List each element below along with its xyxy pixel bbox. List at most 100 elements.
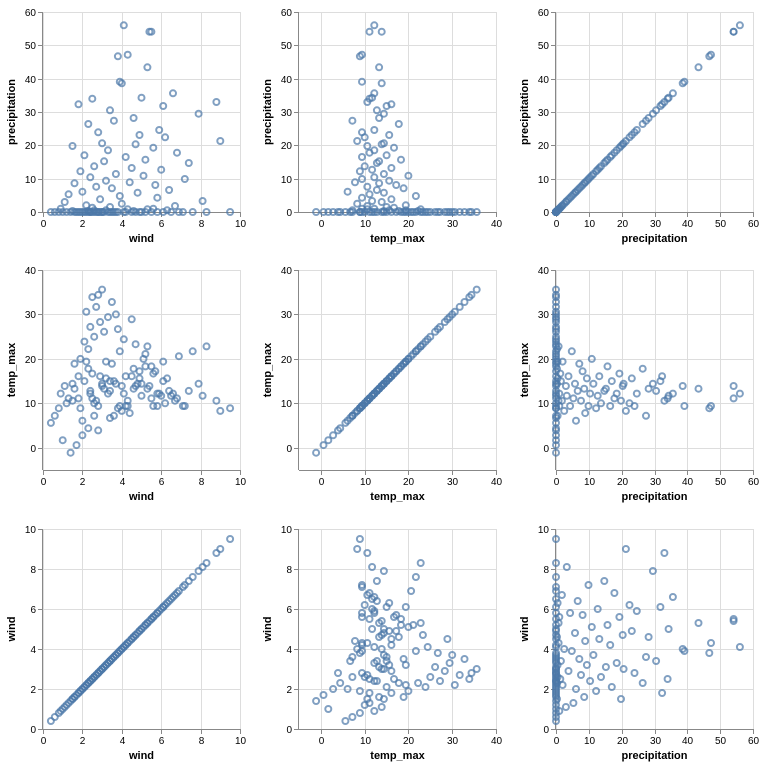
- data-point: [174, 352, 183, 361]
- data-point: [552, 669, 560, 677]
- data-point: [600, 386, 609, 395]
- data-point: [50, 208, 59, 216]
- y-axis-title: precipitation: [262, 79, 274, 145]
- data-point: [139, 171, 148, 180]
- data-point: [382, 653, 391, 661]
- data-point: [365, 27, 374, 36]
- data-point: [552, 426, 560, 435]
- data-point: [198, 563, 207, 571]
- data-point: [363, 639, 372, 647]
- data-point: [94, 128, 103, 137]
- data-point: [433, 325, 442, 334]
- data-point: [445, 659, 454, 667]
- data-point: [573, 386, 582, 395]
- x-tick-label: 6: [159, 736, 165, 747]
- data-point: [102, 661, 110, 669]
- x-tick-label: 60: [748, 477, 760, 488]
- x-tick-label: 50: [715, 219, 727, 230]
- data-point: [431, 663, 440, 671]
- data-point: [552, 535, 560, 543]
- data-point: [324, 436, 333, 445]
- data-point: [618, 382, 627, 390]
- data-point: [365, 190, 374, 199]
- data-point: [618, 631, 627, 639]
- data-point: [106, 106, 114, 115]
- y-tick-label: 0: [543, 725, 549, 736]
- data-point: [194, 109, 203, 118]
- data-point: [96, 195, 105, 204]
- data-point: [98, 665, 107, 673]
- data-point: [58, 436, 67, 445]
- data-point: [584, 581, 593, 589]
- data-point: [397, 615, 405, 623]
- data-point: [627, 374, 636, 383]
- data-point: [370, 609, 379, 617]
- data-point: [597, 399, 605, 408]
- data-point: [348, 713, 357, 721]
- data-point: [592, 687, 601, 695]
- data-point: [552, 285, 560, 294]
- data-point: [448, 651, 457, 659]
- data-point: [127, 635, 136, 643]
- data-point: [652, 657, 661, 665]
- data-point: [561, 382, 570, 390]
- y-tick-label: 60: [281, 8, 293, 19]
- data-point: [564, 372, 573, 381]
- data-point: [555, 613, 564, 621]
- data-point: [668, 593, 677, 601]
- data-point: [358, 204, 366, 213]
- data-point: [353, 545, 362, 553]
- data-point: [694, 63, 703, 72]
- data-point: [577, 396, 585, 405]
- data-point: [603, 621, 612, 629]
- data-point: [365, 689, 374, 697]
- x-tick-label: 60: [748, 219, 760, 230]
- data-point: [171, 591, 179, 599]
- data-point: [448, 310, 457, 319]
- data-point: [387, 164, 396, 172]
- data-point: [377, 140, 386, 149]
- data-point: [607, 683, 616, 691]
- data-point: [133, 379, 142, 388]
- data-point: [161, 133, 170, 142]
- data-point: [88, 675, 97, 683]
- data-point: [353, 137, 362, 145]
- panel-wind-vs-wind: 0 2 4 6 8 10 0 2 4 6 8 10 wind wind: [6, 525, 246, 762]
- x-tick-label: 40: [491, 219, 503, 230]
- data-point: [455, 671, 464, 679]
- data-point: [379, 629, 388, 637]
- y-tick-label: 20: [538, 355, 550, 366]
- data-point: [355, 535, 364, 543]
- data-point: [312, 448, 321, 457]
- data-point: [656, 377, 665, 386]
- data-point: [638, 679, 647, 687]
- data-point: [586, 389, 595, 398]
- data-point: [123, 396, 132, 405]
- data-point: [167, 208, 176, 216]
- data-point: [363, 396, 372, 405]
- data-point: [589, 379, 598, 388]
- data-point: [78, 416, 87, 425]
- x-axis-title: wind: [128, 491, 154, 503]
- data-point: [553, 661, 562, 669]
- y-tick-label: 2: [543, 685, 549, 696]
- data-point: [180, 175, 189, 183]
- y-tick-label: 10: [281, 525, 293, 536]
- x-axis-title: precipitation: [621, 491, 687, 503]
- data-point: [385, 206, 394, 215]
- data-point: [379, 695, 388, 703]
- data-point: [123, 205, 132, 214]
- data-point: [107, 184, 116, 193]
- data-point: [117, 199, 126, 208]
- data-point: [147, 394, 156, 403]
- panel-temp_max-vs-temp_max: 0 10 20 30 40 0 10 20 30 40 temp_max temp_max: [262, 266, 502, 503]
- data-point: [372, 159, 381, 167]
- data-point: [78, 187, 87, 196]
- points: [552, 21, 744, 216]
- data-point: [343, 685, 352, 693]
- data-point: [467, 290, 476, 299]
- data-point: [102, 176, 110, 185]
- data-point: [324, 208, 333, 216]
- data-point: [149, 143, 158, 152]
- data-point: [561, 703, 570, 711]
